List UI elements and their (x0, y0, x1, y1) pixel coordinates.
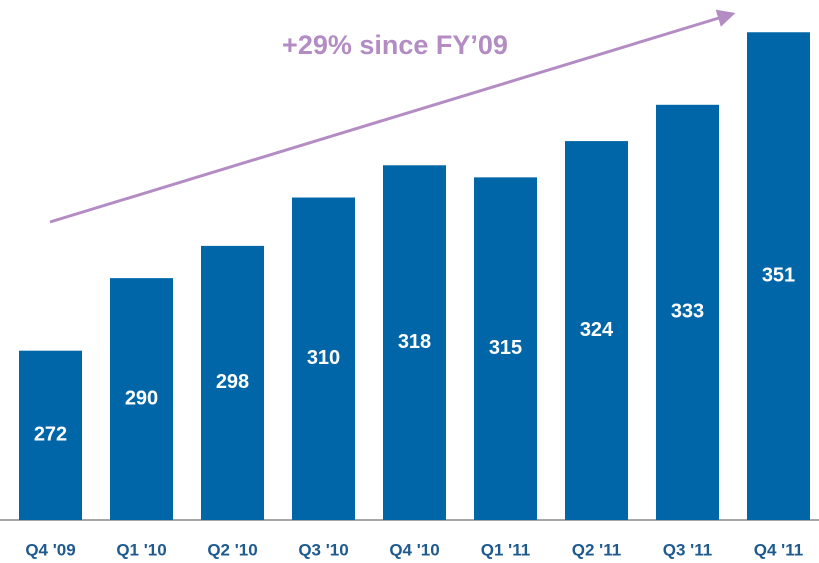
value-label: 310 (307, 347, 340, 369)
x-tick-label: Q4 '11 (754, 540, 803, 559)
x-tick-label: Q4 '09 (25, 540, 75, 559)
bar (383, 165, 446, 521)
bar (565, 141, 628, 520)
x-tick-label: Q3 '10 (298, 540, 348, 559)
bar (656, 104, 719, 520)
bar (474, 177, 537, 521)
bar (747, 32, 810, 521)
x-tick-label: Q1 '11 (481, 540, 530, 559)
value-label: 351 (762, 264, 795, 286)
value-label: 298 (216, 371, 249, 393)
x-tick-label: Q2 '10 (207, 540, 257, 559)
value-label: 272 (34, 424, 67, 446)
value-label: 315 (489, 337, 522, 359)
bar (201, 245, 264, 520)
value-label: 290 (125, 387, 158, 409)
value-label: 318 (398, 331, 431, 353)
trend-arrow (49, 9, 736, 224)
bar (110, 278, 173, 520)
annotation: +29% since FY’09 (282, 30, 508, 60)
value-label: 324 (580, 319, 614, 341)
x-tick-label: Q4 '10 (389, 540, 439, 559)
bar (292, 197, 355, 520)
x-tick-label: Q1 '10 (116, 540, 166, 559)
bar (19, 350, 82, 520)
x-tick-label: Q2 '11 (572, 540, 621, 559)
x-tick-label: Q3 '11 (663, 540, 712, 559)
value-label: 333 (671, 301, 704, 323)
